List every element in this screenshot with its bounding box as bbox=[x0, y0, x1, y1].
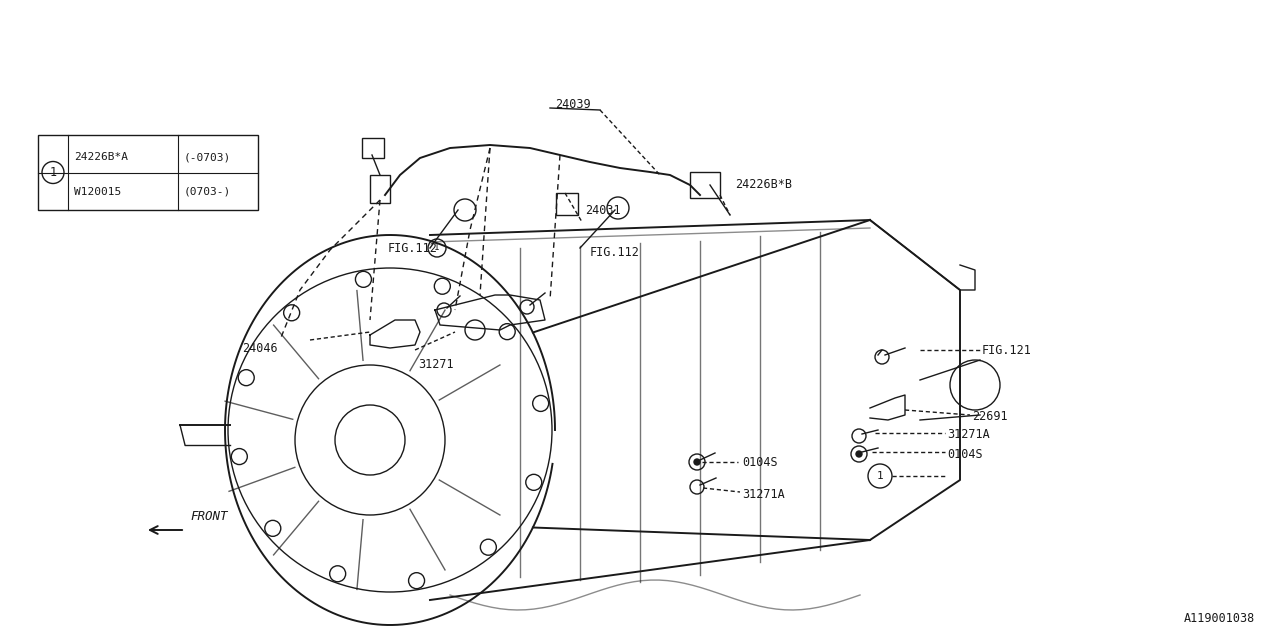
Text: 24031: 24031 bbox=[585, 204, 621, 216]
Text: 1: 1 bbox=[877, 471, 883, 481]
Bar bbox=[690, 172, 719, 198]
Text: 31271A: 31271A bbox=[742, 488, 785, 502]
Text: (-0703): (-0703) bbox=[184, 152, 232, 162]
Text: 0104S: 0104S bbox=[742, 456, 778, 468]
Text: FIG.112: FIG.112 bbox=[388, 241, 438, 255]
Text: 0104S: 0104S bbox=[947, 447, 983, 461]
Text: 24039: 24039 bbox=[556, 99, 590, 111]
Text: FIG.112: FIG.112 bbox=[590, 246, 640, 259]
Bar bbox=[38, 135, 259, 210]
Text: 31271: 31271 bbox=[419, 358, 453, 371]
Text: 1: 1 bbox=[434, 243, 440, 253]
Circle shape bbox=[856, 451, 861, 457]
Bar bbox=[556, 193, 579, 215]
Text: FIG.121: FIG.121 bbox=[982, 344, 1032, 356]
Text: W120015: W120015 bbox=[74, 187, 122, 197]
Circle shape bbox=[694, 459, 700, 465]
Text: 24226B*A: 24226B*A bbox=[74, 152, 128, 162]
Text: 22691: 22691 bbox=[972, 410, 1007, 424]
Text: 24046: 24046 bbox=[242, 342, 278, 355]
Text: A119001038: A119001038 bbox=[1184, 612, 1254, 625]
Text: 1: 1 bbox=[50, 166, 56, 179]
Text: FRONT: FRONT bbox=[189, 511, 228, 524]
Text: 24226B*B: 24226B*B bbox=[735, 179, 792, 191]
Bar bbox=[370, 175, 390, 203]
Text: 31271A: 31271A bbox=[947, 429, 989, 442]
Bar bbox=[362, 138, 384, 158]
Text: (0703-): (0703-) bbox=[184, 187, 232, 197]
